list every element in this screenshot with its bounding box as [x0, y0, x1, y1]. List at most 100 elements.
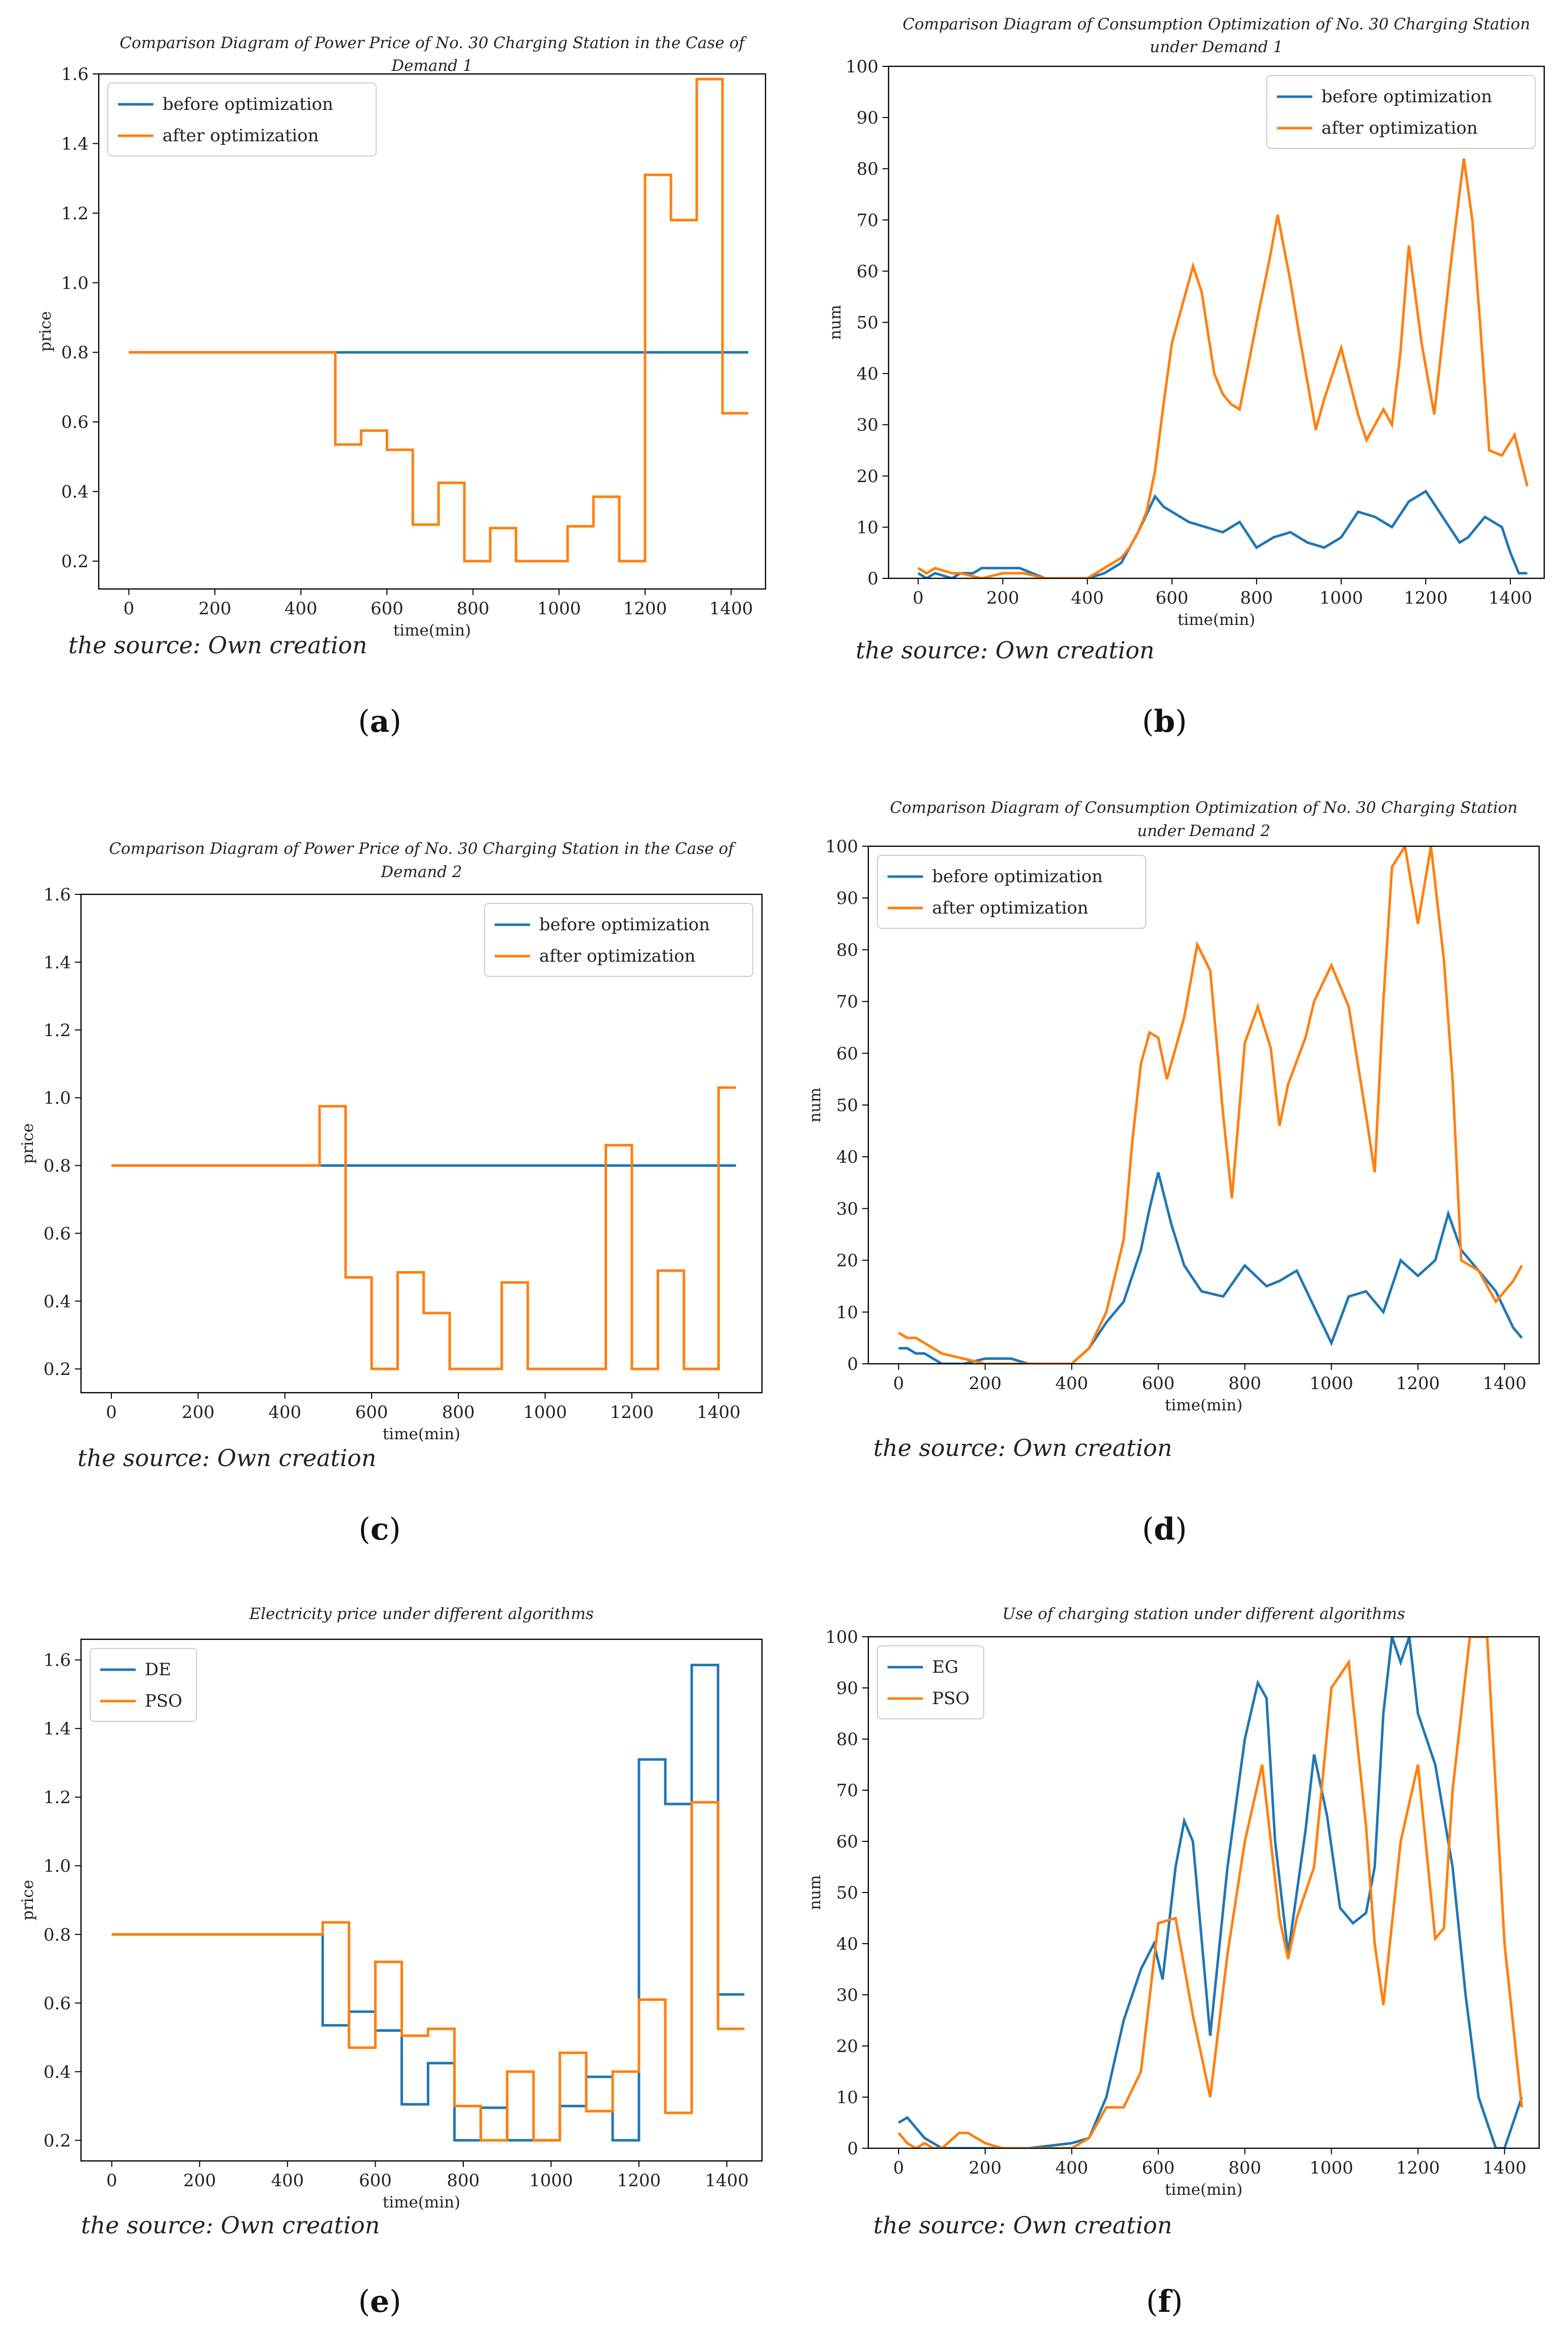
x-tick-label: 400: [285, 599, 317, 619]
legend: before optimization after optimization: [877, 855, 1146, 929]
y-tick-label: 70: [836, 1781, 858, 1801]
panel-label: (a): [358, 704, 401, 739]
panel-label: (e): [358, 2284, 401, 2319]
y-tick-label: 60: [836, 1832, 858, 1852]
panel-a: Comparison Diagram of Power Price of No.…: [36, 34, 767, 739]
x-tick-label: 1200: [623, 599, 667, 619]
y-tick-label: 30: [857, 415, 878, 436]
x-tick-label: 800: [1240, 588, 1273, 608]
y-tick-label: 80: [836, 940, 858, 960]
source-note: the source: Own creation: [856, 637, 1154, 664]
y-tick-label: 0.8: [44, 1925, 71, 1945]
y-tick-label: 1.4: [44, 1719, 71, 1739]
series-group: [129, 77, 748, 563]
x-tick-label: 600: [1142, 1373, 1175, 1394]
x-tick-label: 1000: [1309, 2158, 1353, 2178]
x-tick-label: 1000: [529, 2171, 573, 2191]
y-tick-label: 80: [857, 159, 878, 179]
x-tick-label: 800: [1228, 2158, 1261, 2178]
x-tick-label: 1000: [523, 1402, 567, 1423]
x-tick-label: 200: [198, 599, 231, 619]
y-tick-label: 1.6: [61, 64, 89, 85]
y-tick-label: 70: [857, 210, 878, 230]
y-tick-label: 10: [857, 518, 878, 538]
y-tick-label: 0.2: [61, 551, 89, 572]
source-note: the source: Own creation: [873, 1434, 1172, 1462]
x-tick-label: 800: [447, 2171, 479, 2191]
x-tick-label: 400: [1071, 588, 1104, 608]
legend-entry: PSO: [145, 1691, 182, 1711]
x-tick-label: 200: [986, 588, 1019, 608]
series-group: [897, 1637, 1523, 2148]
series-line-after-optimization: [129, 77, 748, 563]
legend-entry: DE: [145, 1660, 171, 1680]
series-group: [917, 158, 1529, 578]
legend-entry: before optimization: [539, 915, 710, 935]
y-tick-label: 1.0: [44, 1088, 71, 1109]
x-axis-label: time(min): [1178, 611, 1256, 629]
legend-entry: before optimization: [163, 94, 333, 114]
x-axis-label: time(min): [393, 621, 471, 640]
y-tick-label: 100: [825, 837, 858, 857]
y-tick-label: 1.0: [61, 273, 89, 293]
y-tick-label: 100: [846, 57, 878, 77]
x-axis-label: time(min): [383, 2193, 461, 2212]
legend-entry: before optimization: [1321, 87, 1492, 107]
series-line-after-optimization: [898, 846, 1523, 1364]
legend-entry: after optimization: [539, 946, 696, 966]
chart-title: Demand 1: [391, 57, 472, 75]
source-note: the source: Own creation: [77, 1444, 376, 1472]
panel-label: (c): [358, 1512, 400, 1547]
x-tick-label: 400: [271, 2171, 304, 2191]
legend: before optimization after optimization: [107, 83, 377, 156]
y-tick-label: 0.8: [61, 343, 89, 363]
y-tick-label: 30: [836, 1199, 858, 1219]
panel-label: (b): [1142, 704, 1187, 739]
legend: before optimization after optimization: [1266, 75, 1536, 149]
y-tick-label: 0: [847, 2139, 858, 2159]
y-tick-label: 0.4: [61, 482, 89, 502]
legend-box: [484, 903, 753, 977]
x-tick-label: 1400: [1489, 588, 1533, 608]
y-tick-label: 20: [836, 2036, 858, 2057]
y-tick-label: 1.4: [44, 953, 71, 973]
chart-title: Comparison Diagram of Consumption Optimi…: [890, 799, 1518, 817]
x-tick-label: 1000: [537, 599, 581, 619]
y-tick-label: 0.2: [44, 1359, 71, 1380]
y-tick-label: 90: [857, 108, 878, 128]
y-tick-label: 80: [836, 1729, 858, 1750]
chart-title: Comparison Diagram of Power Price of No.…: [109, 840, 737, 858]
chart-title: Demand 2: [380, 863, 462, 881]
y-tick-label: 30: [836, 1985, 858, 2005]
x-tick-label: 200: [183, 2171, 216, 2191]
legend-entry: after optimization: [1321, 118, 1478, 138]
chart-title: Comparison Diagram of Power Price of No.…: [119, 34, 747, 52]
panel-label: (d): [1142, 1512, 1187, 1547]
y-tick-label: 60: [836, 1044, 858, 1064]
panel-f: Use of charging station under different …: [806, 1605, 1540, 2319]
y-tick-label: 1.6: [44, 885, 71, 905]
x-tick-label: 0: [893, 1373, 904, 1394]
series-line-before-optimization: [917, 489, 1527, 578]
x-tick-label: 1000: [1319, 588, 1363, 608]
x-axis-label: time(min): [1165, 2181, 1243, 2199]
x-axis-label: time(min): [383, 1425, 461, 1443]
x-tick-label: 600: [355, 1402, 388, 1423]
series-line-before-optimization: [898, 1172, 1523, 1364]
chart-title: Comparison Diagram of Consumption Optimi…: [903, 15, 1531, 33]
x-tick-label: 1200: [610, 1402, 654, 1423]
y-tick-label: 100: [825, 1627, 858, 1647]
y-axis-label: num: [826, 305, 845, 340]
y-tick-label: 50: [836, 1883, 858, 1903]
x-tick-label: 800: [1228, 1373, 1261, 1394]
x-tick-label: 0: [893, 2158, 904, 2178]
series-line-after-optimization: [917, 158, 1529, 578]
legend: before optimization after optimization: [484, 903, 753, 977]
y-tick-label: 0.2: [44, 2131, 71, 2151]
panel-c: Comparison Diagram of Power Price of No.…: [19, 840, 763, 1547]
y-tick-label: 20: [857, 466, 878, 487]
legend: EG PSO: [877, 1645, 984, 1719]
y-tick-label: 0: [847, 1354, 858, 1374]
panel-d: Comparison Diagram of Consumption Optimi…: [806, 799, 1540, 1547]
